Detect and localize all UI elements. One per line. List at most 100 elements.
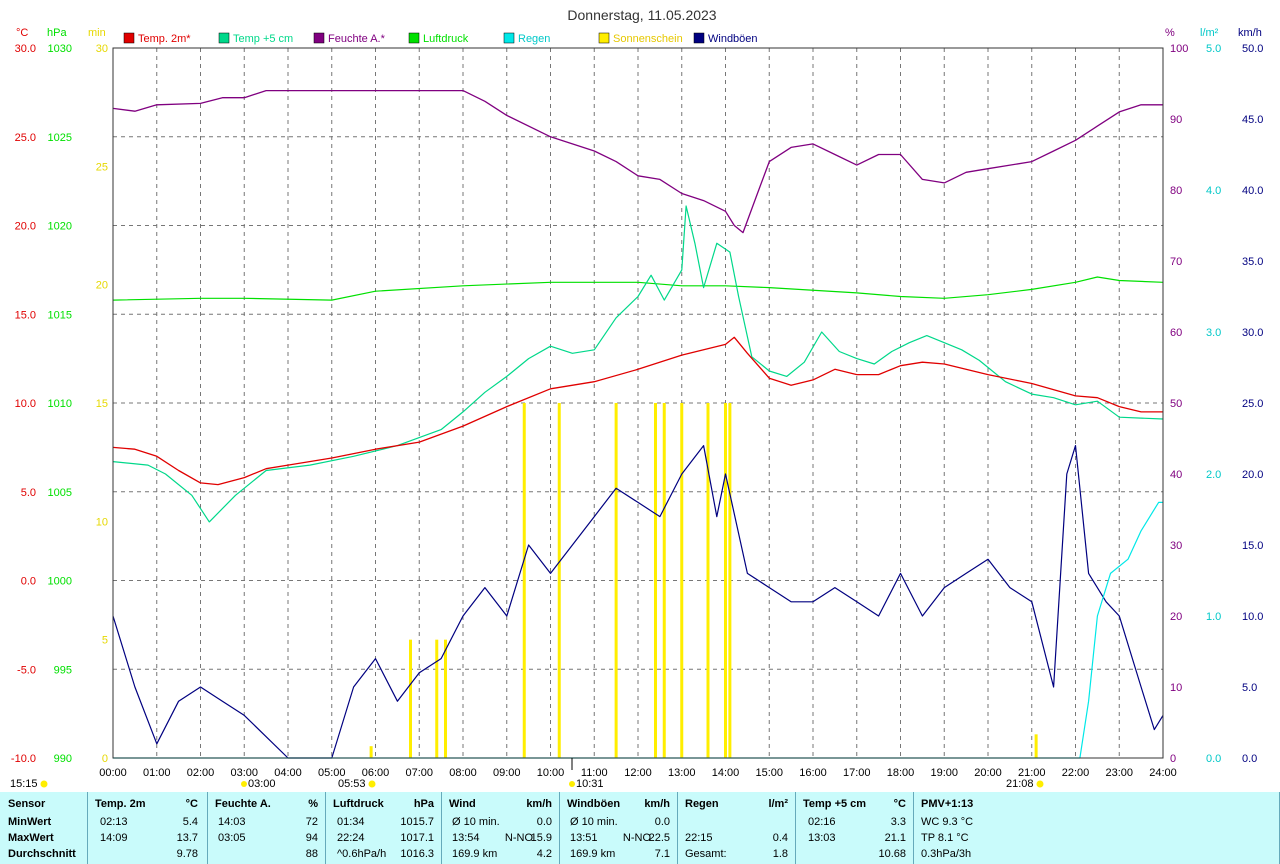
humidity-tick: 80 <box>1170 185 1182 197</box>
x-tick: 00:00 <box>99 767 127 779</box>
legend-label: Feuchte A.* <box>328 33 386 45</box>
stats-cell: N-NO <box>504 832 533 844</box>
stats-cell: Wind <box>449 798 476 810</box>
sun-unit: min <box>88 27 106 39</box>
sunshine-bar <box>522 403 526 758</box>
x-tick: 05:00 <box>318 767 346 779</box>
pressure-tick: 1015 <box>48 309 72 321</box>
sunshine-bar <box>1034 734 1038 758</box>
stats-cell: 15.9 <box>530 832 552 844</box>
pressure-tick: 990 <box>54 753 72 765</box>
sunshine-bar <box>728 403 732 758</box>
pressure-tick: 1010 <box>48 398 72 410</box>
legend-label: Sonnenschein <box>613 33 683 45</box>
stats-cell: 22.5 <box>648 832 670 844</box>
rain-unit: l/m² <box>1200 27 1219 39</box>
humidity-tick: 90 <box>1170 114 1182 126</box>
sun-tick: 25 <box>96 161 108 173</box>
sunshine-bar <box>435 639 439 758</box>
legend-label: Windböen <box>708 33 758 45</box>
humidity-tick: 70 <box>1170 256 1182 268</box>
stats-cell: 1015.7 <box>400 816 434 828</box>
wind-tick: 35.0 <box>1242 256 1263 268</box>
humidity-unit: % <box>1165 27 1175 39</box>
legend-label: Luftdruck <box>423 33 469 45</box>
stats-cell: MaxWert <box>8 832 54 844</box>
temp-tick: 20.0 <box>15 221 36 233</box>
x-tick: 23:00 <box>1105 767 1133 779</box>
sunrise-label: 05:53 <box>338 778 366 790</box>
stats-cell: Sensor <box>8 798 46 810</box>
stats-cell: N-NO <box>622 832 651 844</box>
stats-cell: 7.1 <box>654 848 670 860</box>
x-tick: 08:00 <box>449 767 477 779</box>
stats-cell: Temp. 2m <box>95 798 146 810</box>
x-tick: 03:00 <box>230 767 258 779</box>
wind-tick: 10.0 <box>1242 611 1263 623</box>
stats-cell: 14:09 <box>100 832 128 844</box>
stats-cell: 94 <box>305 832 318 844</box>
x-tick: 21:00 <box>1018 767 1046 779</box>
sun-icon <box>241 781 247 787</box>
x-tick: 12:00 <box>624 767 652 779</box>
x-tick: 15:00 <box>755 767 783 779</box>
pressure-unit: hPa <box>47 27 67 39</box>
x-tick: 14:00 <box>712 767 740 779</box>
series-line-3 <box>112 276 1164 301</box>
rain-tick: 2.0 <box>1206 469 1221 481</box>
sunshine-bar <box>706 403 710 758</box>
sun-tick: 5 <box>102 635 108 647</box>
x-tick: 13:00 <box>668 767 696 779</box>
stats-cell: 88 <box>305 848 318 860</box>
sun-tick: 20 <box>96 280 108 292</box>
legend-label: Regen <box>518 33 550 45</box>
humidity-tick: 0 <box>1170 753 1176 765</box>
humidity-tick: 50 <box>1170 398 1182 410</box>
stats-column <box>88 792 208 864</box>
x-axis-ticks: 00:00 01:00 02:00 03:00 04:00 05:00 06:00 07:00… <box>99 767 1177 779</box>
sun-icon <box>368 780 376 788</box>
temp-tick: 5.0 <box>21 487 36 499</box>
series-line-1 <box>112 205 1164 523</box>
humidity-tick: 20 <box>1170 611 1182 623</box>
stats-cell: 0.0 <box>536 816 552 828</box>
stats-column <box>208 792 326 864</box>
stats-cell: km/h <box>526 798 552 810</box>
stats-cell: 3.3 <box>890 816 906 828</box>
stats-cell: WC 9.3 °C <box>921 816 974 828</box>
sun-top-label: 03:00 <box>248 778 276 790</box>
x-tick: 07:00 <box>405 767 433 779</box>
temp-tick: 30.0 <box>15 43 36 55</box>
stats-cell: °C <box>185 798 198 810</box>
humidity-tick: 100 <box>1170 43 1188 55</box>
stats-cell: 1017.1 <box>400 832 434 844</box>
wind-tick: 50.0 <box>1242 43 1263 55</box>
y-axis-ticks: 30.025.020.015.010.05.00.0-5.0-10.010301… <box>11 43 1264 765</box>
humidity-tick: 30 <box>1170 540 1182 552</box>
stats-cell: 21.1 <box>884 832 906 844</box>
stats-cell: 9.78 <box>176 848 198 860</box>
x-tick: 02:00 <box>187 767 215 779</box>
x-tick: 06:00 <box>362 767 390 779</box>
x-tick: 20:00 <box>974 767 1002 779</box>
sunshine-bar <box>409 639 412 758</box>
wind-tick: 30.0 <box>1242 327 1263 339</box>
sunshine-bar <box>724 403 727 758</box>
stats-cell: Ø 10 min. <box>452 816 500 828</box>
stats-cell: 10.68 <box>878 848 906 860</box>
stats-cell: Temp +5 cm <box>803 798 867 810</box>
stats-column <box>678 792 796 864</box>
legend-label: Temp +5 cm <box>233 33 293 45</box>
sunshine-bar <box>654 403 657 758</box>
stats-cell: 14:03 <box>218 816 246 828</box>
series-line-0 <box>112 336 1163 486</box>
sunshine-bar <box>444 639 447 758</box>
pressure-tick: 995 <box>54 664 72 676</box>
series-line-4 <box>113 501 1163 759</box>
sun-markers: 15:15 03:00 05:53 10:31 21:08 <box>10 758 1044 790</box>
pressure-tick: 1000 <box>48 576 72 588</box>
humidity-tick: 60 <box>1170 327 1182 339</box>
sun-tick: 30 <box>96 43 108 55</box>
wind-tick: 5.0 <box>1242 682 1257 694</box>
legend-swatch <box>408 32 420 44</box>
